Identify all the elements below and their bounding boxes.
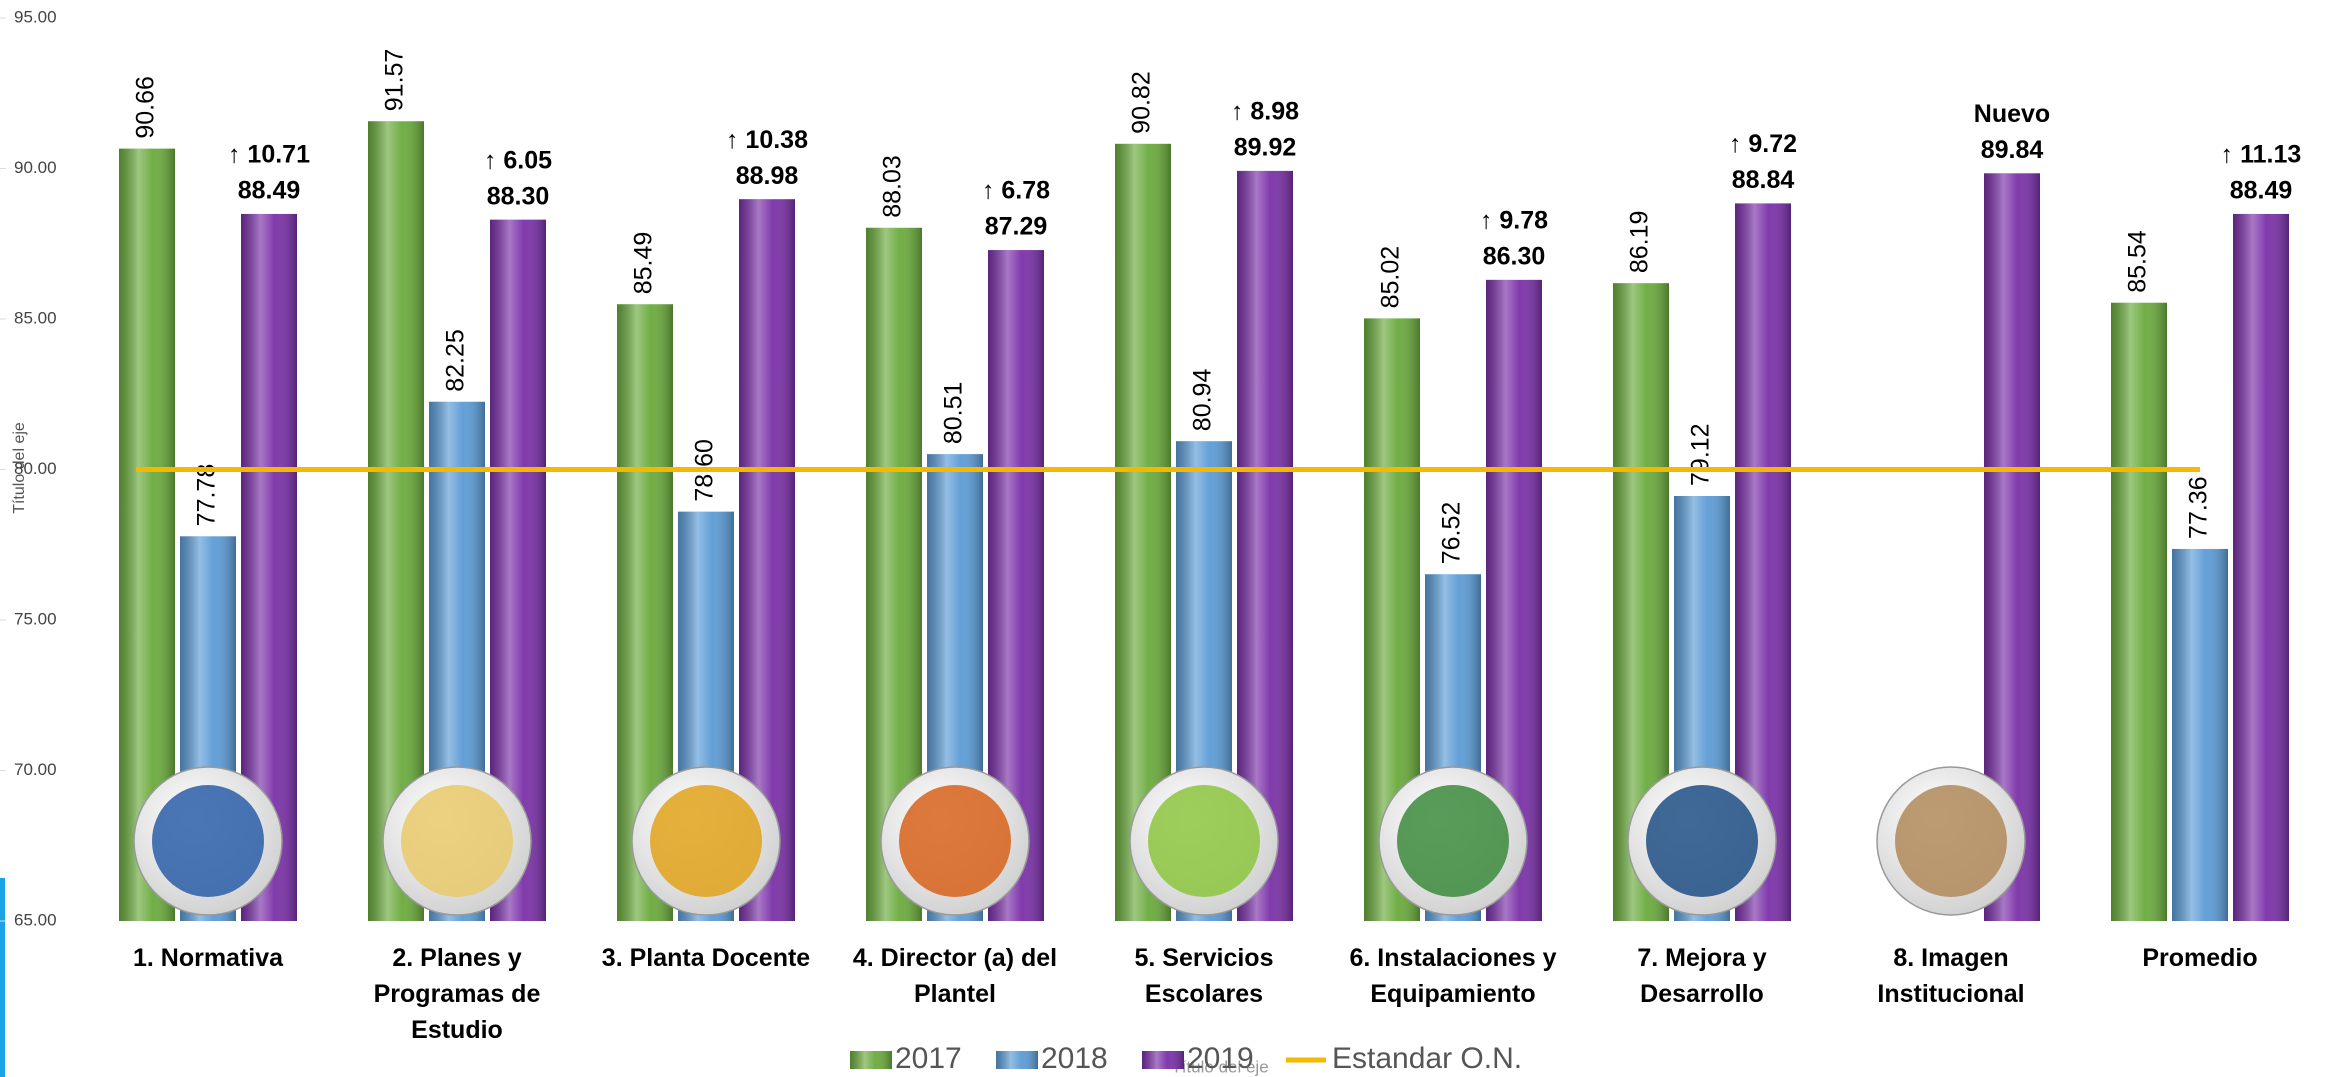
- legend-label: 2019: [1187, 1042, 1254, 1075]
- y-tick-label: 70.00: [14, 760, 57, 779]
- legend-swatch-shine: [996, 1051, 1038, 1069]
- legend-swatch-shine: [850, 1051, 892, 1069]
- category-icon-art: [899, 785, 1011, 897]
- value-label: 85.02: [1377, 246, 1405, 309]
- value-label: 86.19: [1626, 211, 1654, 274]
- y-tick-label: 90.00: [14, 158, 57, 177]
- x-tick-label: 3. Planta Docente: [601, 944, 811, 972]
- category-icon-art: [152, 785, 264, 897]
- change-label: ↑ 11.13: [2221, 141, 2302, 169]
- value-label: 79.12: [1687, 423, 1715, 486]
- y-axis-title: Título del eje: [11, 422, 28, 514]
- x-tick-label: 8. Imagen Institucional: [1877, 944, 2025, 1008]
- x-tick-label: 2. Planes y Programas de Estudio: [373, 944, 541, 1044]
- value-label: 80.51: [940, 382, 968, 445]
- x-tick-label: 5. Servicios Escolares: [1134, 944, 1274, 1008]
- legend-label: 2017: [895, 1042, 962, 1075]
- legend-label: 2018: [1041, 1042, 1108, 1075]
- value-label: 82.25: [442, 329, 470, 392]
- change-label: ↑ 10.71: [228, 141, 310, 169]
- category-icon-art: [1646, 785, 1758, 897]
- value-label: 88.98: [736, 162, 799, 190]
- legend-label: Estandar O.N.: [1332, 1042, 1522, 1075]
- category-icon-art: [401, 785, 513, 897]
- legend-swatch-shine: [1142, 1051, 1184, 1069]
- x-tick-label: 1. Normativa: [132, 944, 284, 972]
- value-label: 88.03: [879, 155, 907, 218]
- value-label: 85.49: [630, 232, 658, 295]
- value-label: 88.84: [1732, 166, 1795, 194]
- value-label: 89.92: [1234, 134, 1297, 162]
- y-tick-label: 65.00: [14, 910, 57, 929]
- value-label: 87.29: [985, 213, 1048, 241]
- value-label: 89.84: [1981, 136, 2044, 164]
- bar-shine: [2172, 548, 2228, 921]
- y-tick-label: 85.00: [14, 308, 57, 327]
- value-label: 77.78: [193, 464, 221, 527]
- bar-shine: [2111, 302, 2167, 922]
- change-label: Nuevo: [1974, 100, 2050, 128]
- value-label: 91.57: [381, 49, 409, 112]
- y-tick-label: 95.00: [14, 7, 57, 26]
- y-tick-label: 80.00: [14, 459, 57, 478]
- y-tick-label: 75.00: [14, 609, 57, 628]
- x-tick-label: 7. Mejora y Desarrollo: [1637, 944, 1767, 1008]
- value-label: 90.82: [1128, 71, 1156, 134]
- category-icon-art: [650, 785, 762, 897]
- value-label: 88.49: [238, 177, 301, 205]
- change-label: ↑ 8.98: [1231, 98, 1299, 126]
- value-label: 80.94: [1189, 369, 1217, 432]
- x-tick-label: 6. Instalaciones y Equipamiento: [1349, 944, 1557, 1008]
- value-label: 88.49: [2230, 177, 2293, 205]
- x-tick-label: 4. Director (a) del Plantel: [852, 944, 1058, 1008]
- change-label: ↑ 9.78: [1480, 206, 1548, 234]
- change-label: ↑ 6.05: [484, 146, 552, 174]
- category-icon-art: [1397, 785, 1509, 897]
- value-label: 76.52: [1438, 502, 1466, 565]
- value-label: 77.36: [2185, 476, 2213, 539]
- value-label: 88.30: [487, 182, 550, 210]
- category-icon-art: [1895, 785, 2007, 897]
- change-label: ↑ 6.78: [982, 177, 1050, 205]
- change-label: ↑ 10.38: [726, 126, 808, 154]
- x-axis-title: Título del eje: [1171, 1057, 1268, 1076]
- x-tick-label: Promedio: [2142, 944, 2258, 972]
- value-label: 86.30: [1483, 242, 1546, 270]
- value-label: 85.54: [2124, 230, 2152, 293]
- edge-strip: [0, 878, 5, 1077]
- category-icon-art: [1148, 785, 1260, 897]
- value-label: 90.66: [132, 76, 160, 139]
- change-label: ↑ 9.72: [1729, 130, 1797, 158]
- bar-shine: [2233, 213, 2289, 922]
